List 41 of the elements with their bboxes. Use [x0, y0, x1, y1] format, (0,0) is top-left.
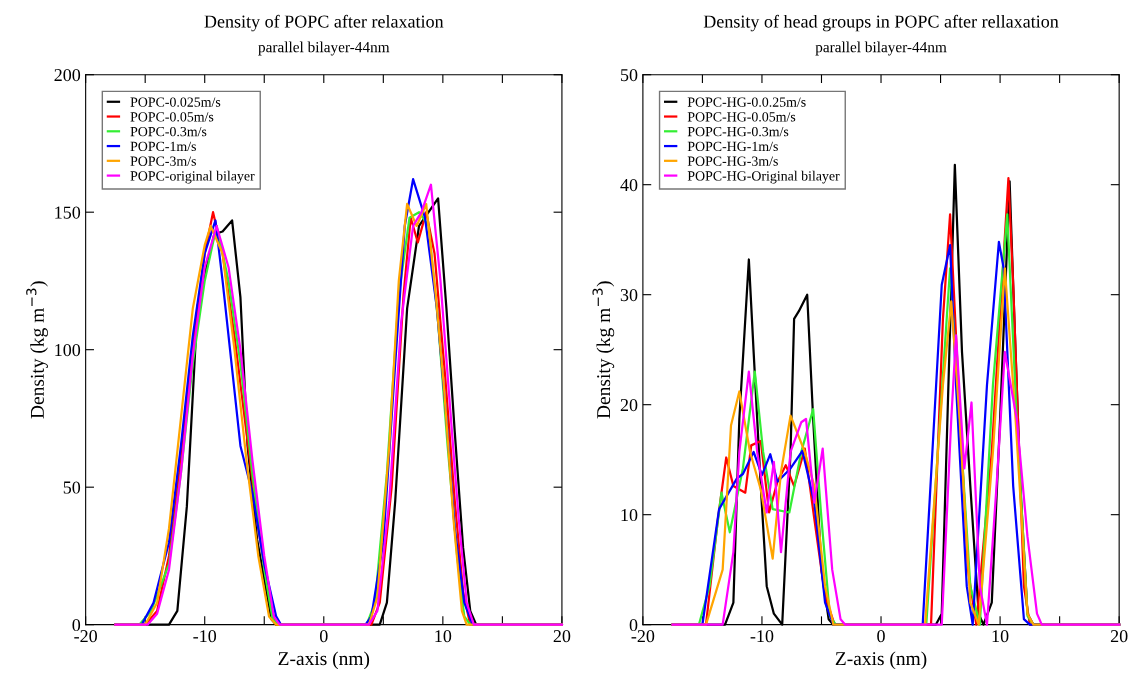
y-tick-label: 50	[621, 68, 638, 82]
legend-label: POPC-HG-3m/s	[687, 156, 778, 166]
y-tick-label: 200	[54, 68, 81, 82]
legend-label: POPC-0.05m/s	[130, 112, 214, 122]
x-tick-label: -10	[750, 630, 774, 643]
y-tick-label: 50	[63, 481, 81, 494]
x-tick-label: 20	[1110, 630, 1128, 643]
chart-subtitle: parallel bilayer-44nm	[258, 41, 390, 56]
x-axis-title: Z-axis (nm)	[835, 651, 927, 670]
y-tick-label: 0	[72, 618, 81, 632]
legend-label: POPC-HG-1m/s	[687, 141, 778, 152]
legend-label: POPC-HG-0.05m/s	[687, 112, 796, 122]
x-axis-title: Z-axis (nm)	[278, 651, 370, 670]
x-tick-label: 10	[992, 630, 1009, 643]
x-tick-label: -20	[74, 630, 97, 643]
y-tick-label: 100	[55, 343, 81, 357]
x-tick-label: 20	[553, 630, 571, 643]
x-tick-label: 0	[319, 630, 328, 643]
y-tick-label: 0	[629, 618, 638, 632]
x-tick-label: 10	[435, 630, 452, 643]
legend-label: POPC-0.3m/s	[130, 126, 207, 137]
legend-label: POPC-original bilayer	[130, 170, 255, 184]
y-tick-label: 40	[620, 178, 638, 192]
y-tick-label: 150	[55, 206, 81, 219]
legend-label: POPC-HG-Original bilayer	[687, 170, 840, 184]
legend-label: POPC-3m/s	[130, 156, 196, 166]
y-axis-title: Density (kg m$^{−3}$)	[26, 281, 48, 419]
x-tick-label: -10	[193, 630, 217, 643]
chart-subtitle: parallel bilayer-44nm	[815, 41, 947, 56]
y-tick-label: 10	[621, 508, 638, 522]
legend-label: POPC-0.025m/s	[130, 97, 221, 107]
chart-title: Density of POPC after relaxation	[204, 14, 444, 32]
chart-title: Density of head groups in POPC after rellaxation	[703, 14, 1059, 32]
y-axis-title: Density (kg m$^{−3}$)	[592, 281, 615, 419]
y-tick-label: 30	[620, 288, 638, 302]
x-tick-label: 0	[877, 630, 885, 643]
legend-label: POPC-HG-0.3m/s	[687, 126, 789, 137]
x-tick-label: -20	[631, 630, 655, 643]
y-tick-label: 20	[620, 398, 638, 412]
legend-label: POPC-1m/s	[130, 141, 196, 152]
legend-label: POPC-HG-0.0.25m/s	[687, 97, 806, 107]
